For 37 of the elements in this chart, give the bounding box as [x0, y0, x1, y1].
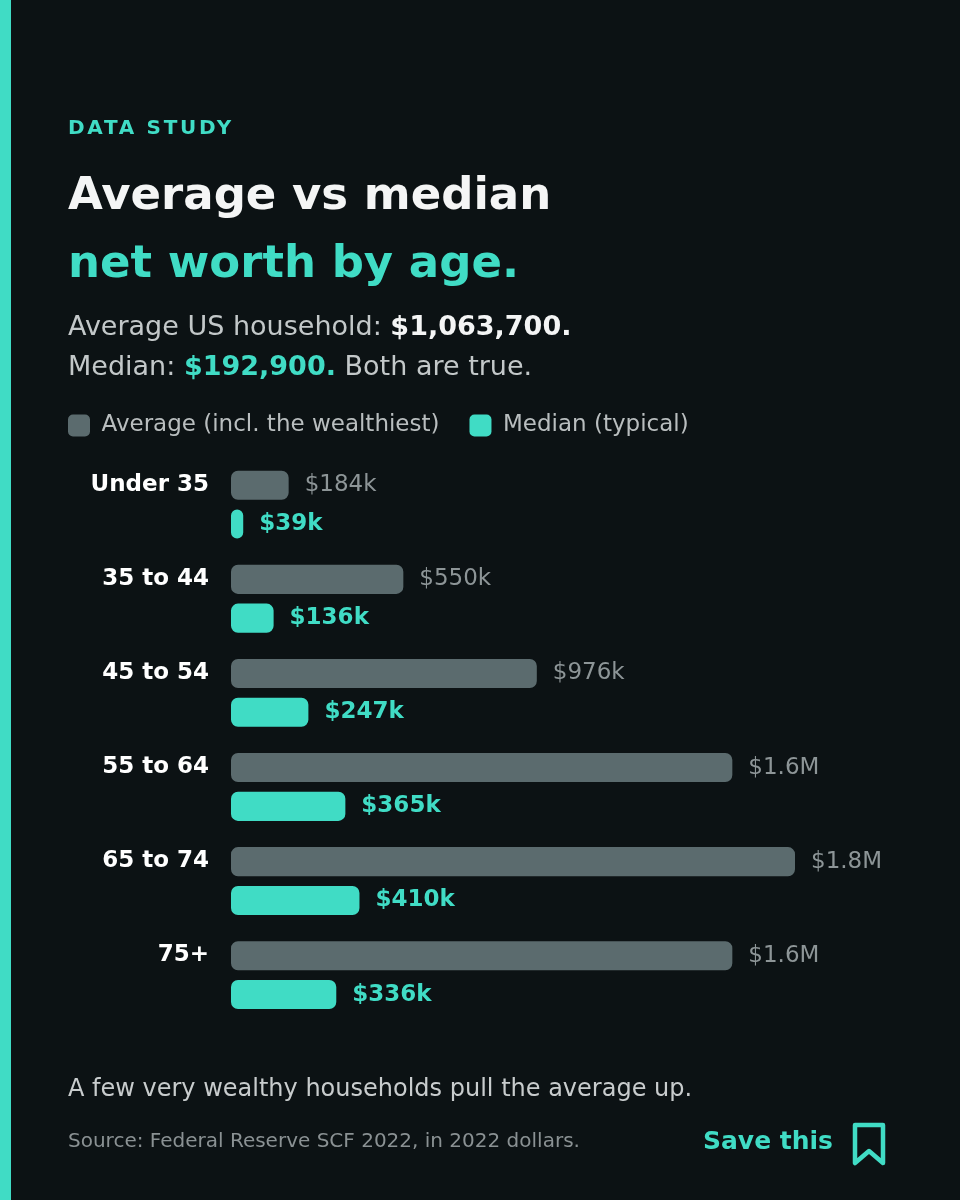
- y-tick-label: 75+: [157, 940, 209, 967]
- legend-label: Median (typical): [502, 410, 689, 437]
- data-label: $1.6M: [748, 752, 820, 779]
- data-label: $976k: [552, 658, 626, 685]
- data-label: $136k: [289, 603, 370, 630]
- y-tick-label: 65 to 74: [102, 846, 209, 873]
- text: A few very wealthy households pull the average up.: [68, 1073, 693, 1103]
- bar: [231, 470, 289, 500]
- source-note: Source: Federal Reserve SCF 2022, in 2022 dollars.: [68, 1128, 580, 1152]
- data-label: $1.6M: [748, 940, 820, 967]
- data-label: $550k: [419, 564, 492, 591]
- bar: [231, 885, 360, 916]
- data-label: $336k: [352, 979, 433, 1006]
- chart-title: Average vs median net worth by age.: [68, 166, 552, 290]
- bar: [231, 941, 733, 971]
- bar: [231, 980, 337, 1010]
- data-label: $1.8M: [811, 846, 883, 873]
- y-tick-label: 45 to 54: [102, 658, 209, 685]
- data-label: $410k: [375, 885, 456, 912]
- legend-label: Average (incl. the wealthiest): [101, 410, 440, 437]
- bar: [231, 791, 346, 821]
- y-tick-label: Under 35: [90, 469, 209, 496]
- bar: [231, 752, 733, 783]
- bar: [231, 847, 795, 877]
- text: Average US household: $1,063,700. Median: $192,900. Both are true.: [68, 310, 572, 381]
- y-tick-label: 55 to 64: [102, 752, 209, 779]
- text: Save this: [702, 1125, 833, 1157]
- bar: [231, 603, 274, 633]
- text: DATA STUDY: [68, 114, 234, 141]
- data-label: $184k: [304, 470, 378, 497]
- y-tick-label: 35 to 44: [102, 563, 209, 590]
- bar: [231, 658, 537, 688]
- bar: [231, 697, 309, 727]
- data-label: $39k: [259, 509, 324, 536]
- data-label: $247k: [324, 697, 405, 724]
- bar: [231, 564, 404, 594]
- data-label: $365k: [361, 791, 442, 818]
